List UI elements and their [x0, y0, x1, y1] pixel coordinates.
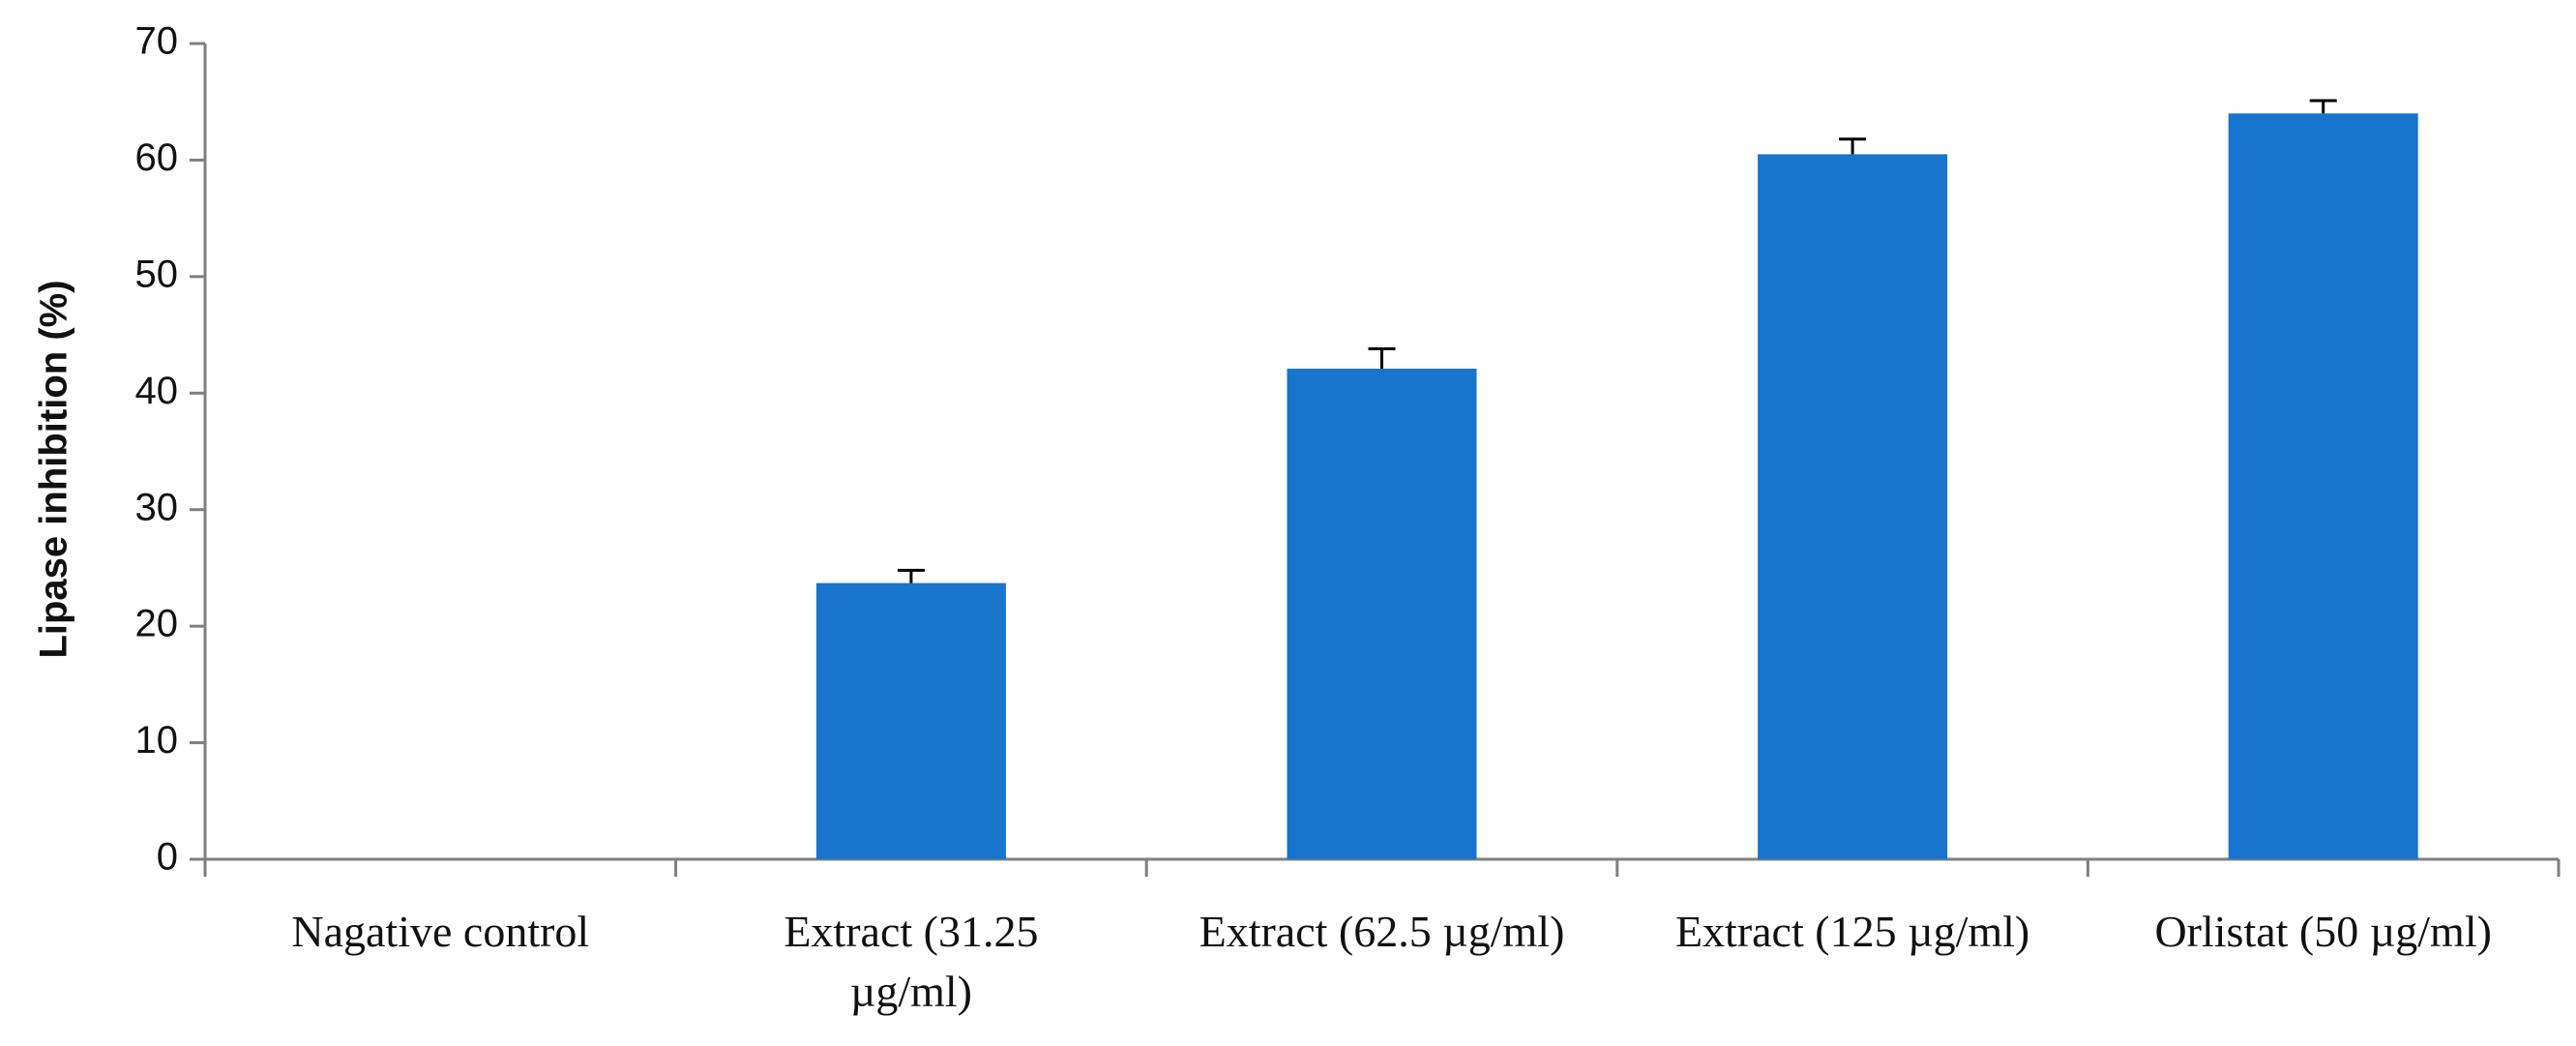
- x-tick-label: Extract (62.5 µg/ml): [1199, 907, 1565, 956]
- bar: [1758, 154, 1948, 859]
- y-tick-label: 50: [135, 253, 179, 295]
- y-tick-label: 10: [135, 719, 179, 762]
- bar: [1287, 368, 1477, 859]
- x-tick-label: Nagative control: [291, 907, 589, 956]
- x-tick-label: Extract (125 µg/ml): [1675, 907, 2029, 956]
- bar: [815, 583, 1006, 859]
- bar: [2228, 113, 2418, 859]
- y-tick-label: 60: [135, 136, 179, 179]
- x-tick-label: µg/ml): [850, 967, 972, 1016]
- y-tick-label: 0: [157, 836, 178, 879]
- x-tick-label: Orlistat (50 µg/ml): [2154, 907, 2491, 956]
- y-tick-label: 30: [135, 486, 179, 528]
- y-tick-label: 20: [135, 603, 179, 645]
- y-axis-label-group: Lipase inhibition (%): [33, 280, 75, 658]
- y-tick-label: 70: [135, 20, 179, 63]
- y-tick-label: 40: [135, 370, 179, 412]
- x-tick-label: Extract (31.25: [784, 907, 1038, 956]
- y-axis-label: Lipase inhibition (%): [33, 280, 75, 658]
